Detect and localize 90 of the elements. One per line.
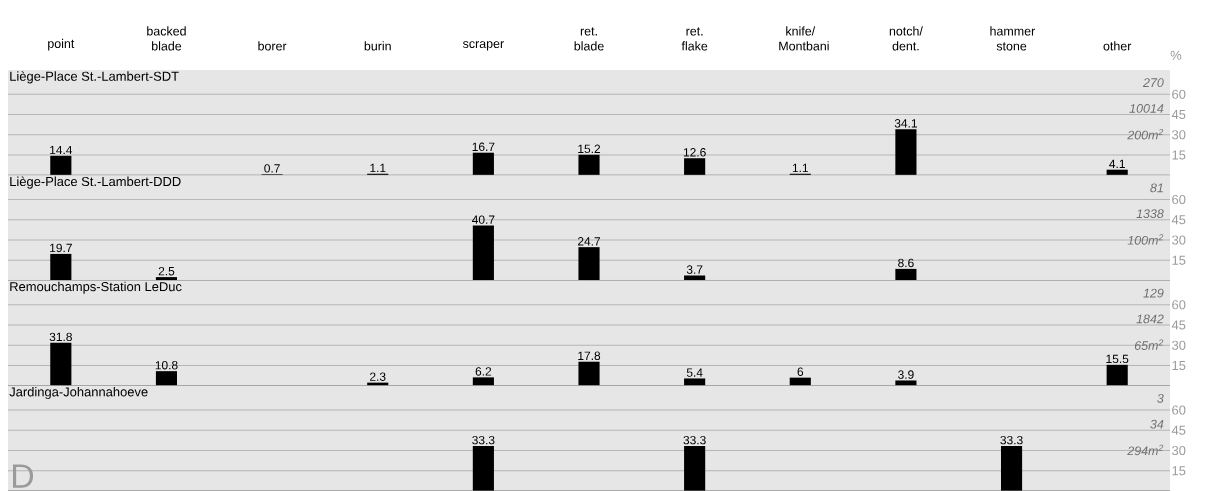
bar [684,378,706,386]
x-tick-label: hammer stone [990,26,1036,51]
annotation: 200m$^{2}$ [1127,128,1164,140]
y-tick-label: 15 [1172,360,1186,371]
y-axis-title: % [1170,50,1182,60]
bar [472,225,494,281]
annotation: 129 [1143,288,1164,298]
data-label: 33.3 [683,435,706,445]
y-tick-label: 45 [1171,320,1186,330]
data-label: 8.6 [898,258,914,268]
chart-title: Remouchamps-Station LeDuc [10,281,182,294]
annotation: D [12,464,34,488]
bar [578,154,600,176]
data-label: 12.6 [683,148,706,157]
annotation: 34 [1150,419,1164,429]
y-tick-label: 60 [1172,405,1186,415]
data-label: 24.7 [577,237,601,246]
x-tick-label: borer [258,41,287,51]
y-tick-label: 60 [1172,194,1186,205]
data-label: 1.1 [370,163,386,173]
data-label: 10.8 [155,361,178,370]
y-tick-label: 15 [1172,150,1186,160]
bar [50,155,72,176]
annotation: 100m$^{2}$ [1127,234,1164,245]
data-label: 34.1 [894,119,917,128]
bar [895,380,917,386]
y-tick-label: 45 [1171,215,1186,225]
x-tick-label: ret. flake [681,27,708,51]
annotation: 81 [1150,183,1163,193]
data-label: 14.4 [50,145,73,155]
chart-title: Liège-Place St.-Lambert-SDT [10,71,179,84]
data-label: 16.7 [472,142,495,151]
annotation: 10014 [1129,104,1164,113]
x-tick-label: notch/ dent. [889,26,923,51]
data-label: 2.3 [370,372,386,381]
x-tick-label: ret. blade [574,27,604,51]
annotation: 3 [1157,393,1164,403]
y-tick-label: 15 [1172,255,1186,265]
y-tick-label: 30 [1172,445,1186,456]
x-tick-label: backed blade [147,26,186,51]
data-label: 6 [797,367,804,376]
data-label: 33.3 [1000,435,1023,445]
data-label: 4.1 [1109,159,1125,168]
y-tick-label: 30 [1172,130,1186,140]
annotation: 1338 [1136,209,1164,219]
bar [895,129,917,176]
annotation: 65m$^{2}$ [1134,339,1164,350]
bar [578,247,600,281]
bar [50,342,72,386]
bar [1106,364,1128,386]
bar [50,253,72,281]
data-label: 19.7 [50,243,72,253]
data-label: 1.1 [792,163,808,173]
data-label: 5.4 [686,368,703,377]
y-tick-label: 60 [1172,300,1186,310]
bar [155,371,178,386]
bar [472,377,494,386]
y-tick-label: 30 [1172,235,1186,245]
bar [578,361,600,386]
y-tick-label: 30 [1172,340,1186,350]
annotation: 1842 [1136,314,1164,324]
data-label: 31.8 [49,332,72,342]
x-tick-label: burin [364,41,391,51]
x-tick-label: other [1103,41,1132,51]
chart-title: Liège-Place St.-Lambert-DDD [10,176,181,189]
data-label: 2.5 [158,266,175,276]
data-label: 33.3 [472,435,495,445]
x-tick-label: knife/ Montbani [779,26,829,51]
data-label: 40.7 [472,215,495,224]
data-label: 17.8 [578,351,601,361]
y-tick-label: 60 [1172,89,1186,99]
annotation: 270 [1142,78,1164,88]
bar [895,268,917,281]
data-label: 15.5 [1106,354,1129,364]
bar [1106,169,1128,176]
data-label: 3.9 [898,370,914,379]
x-tick-label: scraper [462,41,504,51]
chart-title: Jardinga-Johannahoeve [9,386,148,400]
data-label: 15.2 [578,144,601,154]
data-label: 6.2 [475,367,492,376]
annotation: 294m$^{2}$ [1127,444,1164,456]
bar [684,275,706,281]
bar [684,158,706,176]
y-tick-label: 15 [1172,466,1186,476]
x-tick-label: point [48,38,75,51]
bar [472,152,494,176]
y-tick-label: 45 [1171,425,1186,435]
y-tick-label: 45 [1171,110,1186,120]
data-label: 0.7 [264,164,280,173]
data-label: 3.7 [686,265,703,274]
